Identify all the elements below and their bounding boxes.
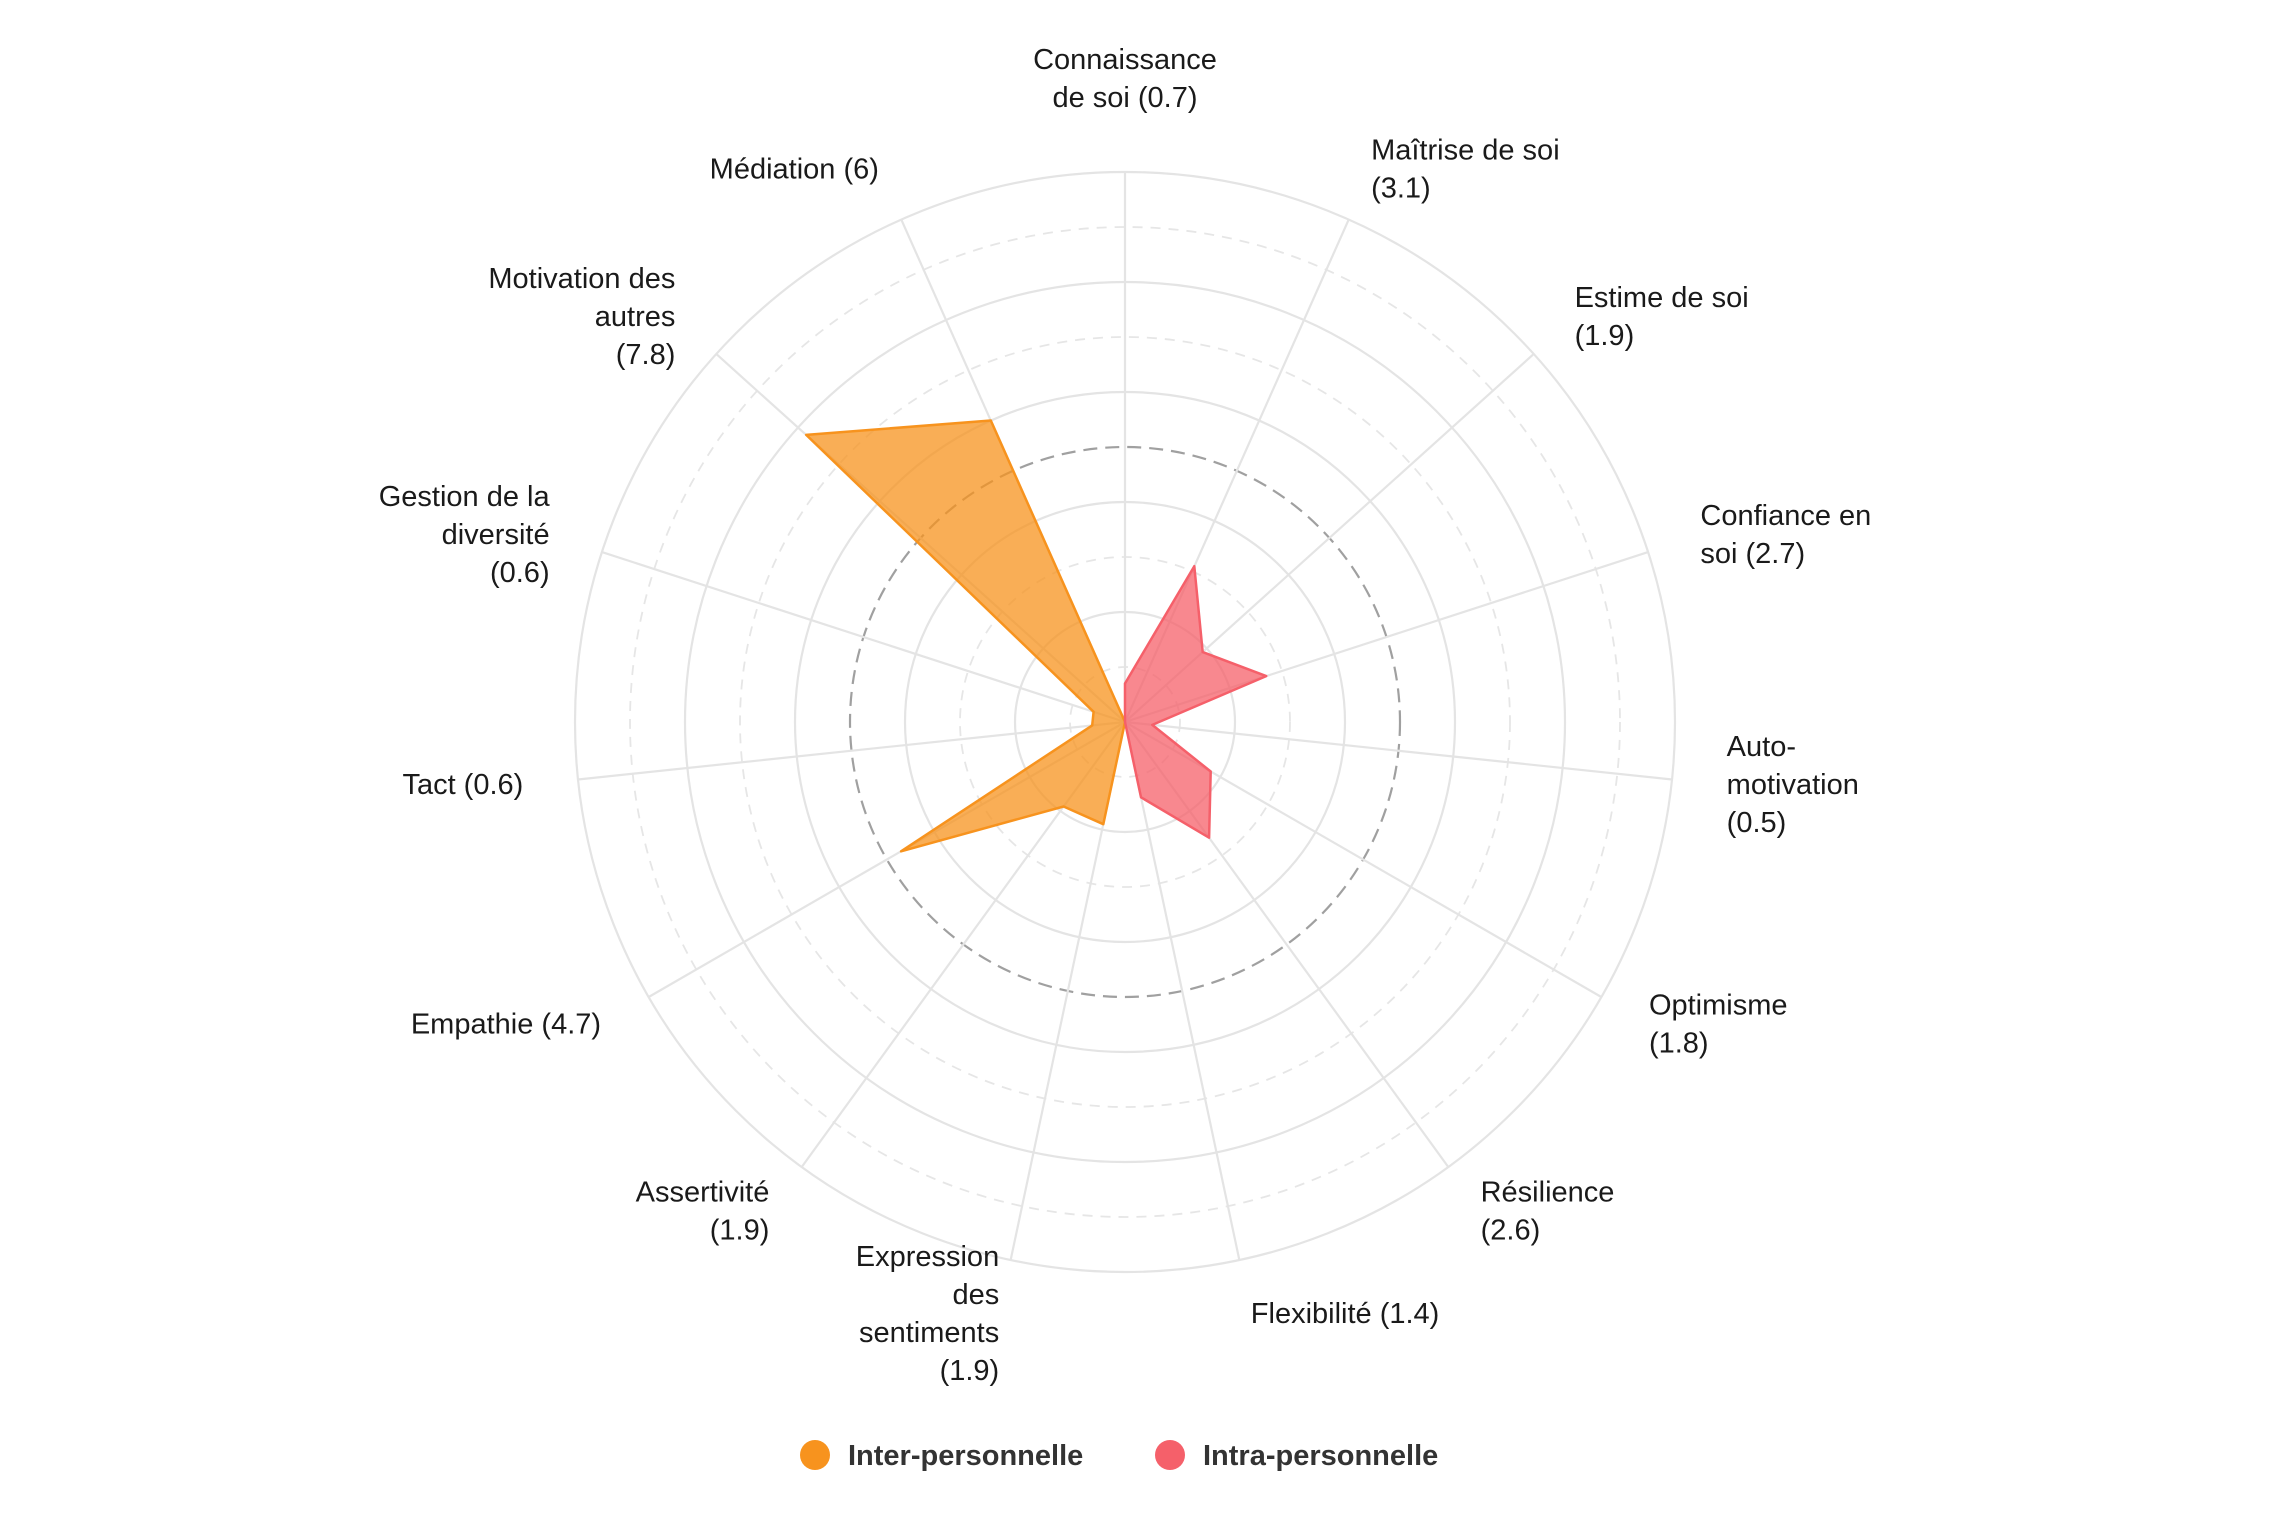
axis-label: Flexibilité (1.4)	[1251, 1298, 1440, 1330]
axis-label-line: diversité	[442, 519, 550, 551]
legend-marker	[1155, 1440, 1185, 1470]
axis-label-line: Expression	[856, 1241, 999, 1273]
spoke-line	[1123, 721, 1241, 1261]
axis-label-line: (1.8)	[1649, 1028, 1709, 1060]
axis-label: Gestion de la diversité (0.6)	[379, 481, 551, 589]
axis-label-line: Estime de soi	[1575, 282, 1749, 314]
axis-label: Empathie (4.7)	[411, 1009, 601, 1041]
axis-label: Expression des sentiments (1.9)	[856, 1241, 999, 1387]
axis-label: Médiation (6)	[710, 153, 879, 185]
axis-label-line: Motivation des	[488, 263, 675, 295]
series-area-inter[interactable]	[804, 419, 1127, 853]
spoke-line	[1124, 720, 1673, 781]
legend-marker	[800, 1440, 830, 1470]
axis-label-line: soi (2.7)	[1700, 538, 1805, 570]
axis-label: Tact (0.6)	[402, 769, 523, 801]
axis-label-line: (2.6)	[1481, 1214, 1541, 1246]
axis-label-line: (0.6)	[490, 557, 550, 589]
legend[interactable]: Inter-personnelle Intra-personnelle	[800, 1440, 1438, 1472]
legend-label: Inter-personnelle	[848, 1440, 1083, 1472]
axis-label-line: sentiments	[859, 1317, 999, 1349]
axis-label-line: Maîtrise de soi	[1371, 134, 1560, 166]
axis-label-line: Flexibilité (1.4)	[1251, 1298, 1440, 1330]
axis-label: Maîtrise de soi (3.1)	[1371, 134, 1560, 204]
axis-label-line: Optimisme	[1649, 990, 1788, 1022]
axis-label-layer: Connaissance de soi (0.7) Maîtrise de soi (…	[379, 44, 1872, 1387]
axis-label-line: motivation	[1727, 769, 1859, 801]
axis-label-line: Gestion de la	[379, 481, 551, 513]
legend-item-inter[interactable]: Inter-personnelle	[800, 1440, 1083, 1472]
axis-label-line: (1.9)	[940, 1355, 1000, 1387]
axis-label-line: Connaissance	[1033, 44, 1217, 76]
axis-label: Confiance en soi (2.7)	[1700, 500, 1871, 570]
axis-label: Connaissance de soi (0.7)	[1033, 44, 1217, 114]
axis-label-line: Confiance en	[1700, 500, 1871, 532]
axis-label-line: (1.9)	[1575, 320, 1635, 352]
reference-ring	[848, 445, 1402, 999]
axis-label-line: de soi (0.7)	[1052, 82, 1197, 114]
axis-label-line: (0.5)	[1727, 807, 1787, 839]
axis-label-line: autres	[595, 301, 676, 333]
axis-label-line: Médiation (6)	[710, 153, 879, 185]
axis-label-line: (1.9)	[710, 1214, 770, 1246]
axis-label-line: des	[952, 1279, 999, 1311]
axis-label: Auto-motivation (0.5)	[1727, 731, 1859, 839]
axis-label: Optimisme (1.8)	[1649, 990, 1788, 1060]
series-area-intra[interactable]	[1123, 564, 1268, 839]
series-layer	[804, 419, 1268, 853]
axis-label-line: Empathie (4.7)	[411, 1009, 601, 1041]
spoke-line	[577, 720, 1126, 781]
legend-item-intra[interactable]: Intra-personnelle	[1155, 1440, 1438, 1472]
axis-label: Estime de soi (1.9)	[1575, 282, 1749, 352]
legend-label: Intra-personnelle	[1203, 1440, 1438, 1472]
axis-label-line: Tact (0.6)	[402, 769, 523, 801]
spoke-line	[601, 550, 1126, 724]
axis-label-line: Auto-	[1727, 731, 1796, 763]
grid-ring	[629, 226, 1621, 1218]
axis-label: Résilience (2.6)	[1481, 1176, 1615, 1246]
axis-label-line: (3.1)	[1371, 172, 1431, 204]
grid-ring	[739, 336, 1511, 1108]
axis-label-line: Assertivité	[636, 1176, 770, 1208]
axis-label: Motivation des autres (7.8)	[488, 263, 675, 371]
axis-label-line: (7.8)	[616, 339, 676, 371]
axis-label-line: Résilience	[1481, 1176, 1615, 1208]
axis-label: Assertivité (1.9)	[636, 1176, 770, 1246]
